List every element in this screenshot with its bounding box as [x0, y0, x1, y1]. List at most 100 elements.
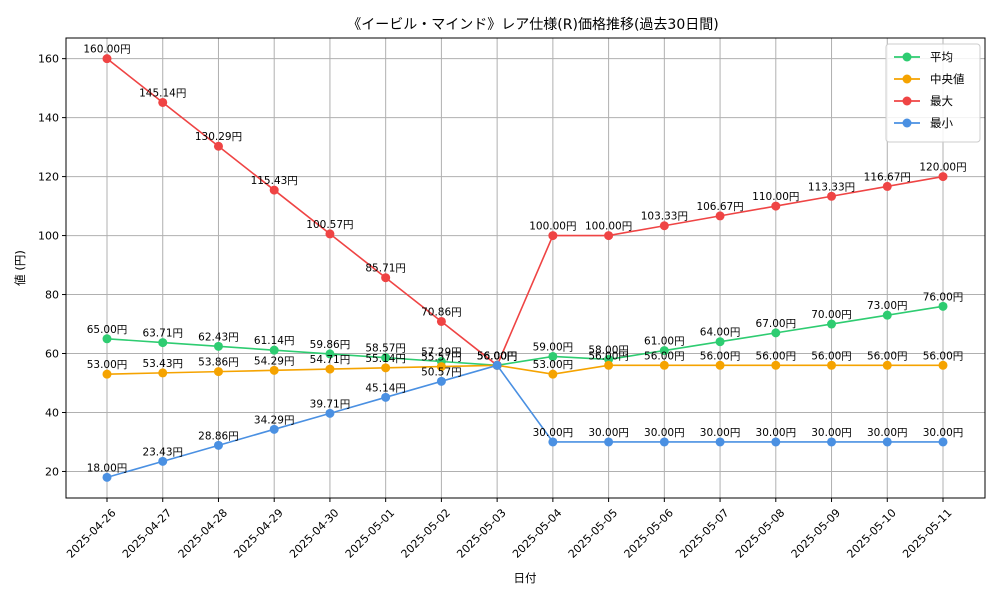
series-1-data-label: 56.00円 — [700, 350, 741, 362]
plot-frame — [65, 37, 986, 499]
series-line-1 — [106, 364, 943, 375]
series-1-data-label: 54.71円 — [310, 354, 351, 366]
series-3-point — [827, 437, 837, 447]
series-1-data-label: 53.86円 — [198, 357, 239, 369]
y-tick-label: 160 — [38, 53, 59, 66]
series-3-data-label: 30.00円 — [923, 427, 964, 439]
series-0-data-label: 70.00円 — [811, 309, 852, 321]
legend-box — [885, 43, 981, 143]
series-1-data-label: 53.00円 — [87, 359, 128, 371]
series-line-2 — [106, 58, 944, 367]
series-2-point — [102, 54, 112, 64]
series-1-point — [604, 360, 614, 370]
series-2-point — [827, 191, 837, 201]
grid — [66, 38, 985, 498]
y-tick-label: 60 — [45, 348, 59, 361]
series-2-data-label: 113.33円 — [808, 181, 855, 193]
series-1-point — [827, 360, 837, 370]
series-1-data-label: 55.14円 — [365, 353, 406, 365]
series-3-point — [325, 408, 335, 418]
x-tick-label: 2025-05-01 — [343, 506, 397, 560]
series-1-point — [102, 369, 112, 379]
series-0-point — [381, 353, 391, 363]
series-0-data-label: 61.00円 — [644, 336, 685, 348]
x-tick-label: 2025-05-02 — [399, 506, 453, 560]
series-3-data-label: 56.00円 — [477, 350, 518, 362]
series-layer — [102, 54, 948, 482]
series-2-point — [436, 316, 446, 326]
series-3-point — [938, 437, 948, 447]
series-2-data-label: 103.33円 — [641, 211, 688, 223]
series-3-data-label: 30.00円 — [867, 427, 908, 439]
x-tick-label: 2025-05-11 — [900, 506, 954, 560]
y-tick-label: 20 — [45, 465, 59, 478]
x-tick-label: 2025-05-06 — [621, 506, 675, 560]
series-3-data-label: 30.00円 — [700, 427, 741, 439]
legend-marker-2 — [902, 96, 912, 106]
series-0-point — [882, 310, 892, 320]
series-0-point — [158, 338, 168, 348]
series-1-point — [882, 360, 892, 370]
series-2-data-label: 120.00円 — [919, 162, 966, 174]
series-1-point — [715, 360, 725, 370]
y-axis-title: 値 (円) — [13, 250, 27, 286]
series-0-point — [213, 341, 223, 351]
y-tick-label: 40 — [45, 406, 59, 419]
series-3-point — [381, 392, 391, 402]
series-3-point — [882, 437, 892, 447]
series-1-data-label: 55.57円 — [421, 352, 462, 364]
x-tick-label: 2025-04-27 — [120, 506, 174, 560]
series-3-point — [604, 437, 614, 447]
series-0-data-label: 61.14円 — [254, 335, 295, 347]
series-0-data-label: 58.00円 — [588, 344, 629, 356]
series-0-point — [938, 301, 948, 311]
series-0-data-label: 67.00円 — [756, 318, 797, 330]
series-2-data-label: 100.00円 — [529, 221, 576, 233]
series-3-point — [269, 424, 279, 434]
series-0-data-label: 57.29円 — [421, 347, 462, 359]
series-1-data-label: 56.00円 — [588, 350, 629, 362]
series-2-data-label: 130.29円 — [195, 131, 242, 143]
series-3-point — [548, 437, 558, 447]
x-tick-label: 2025-05-04 — [510, 506, 564, 560]
series-1-data-label: 56.00円 — [867, 350, 908, 362]
series-2-point — [381, 273, 391, 283]
x-tick-label: 2025-05-10 — [844, 506, 898, 560]
series-1-point — [158, 368, 168, 378]
series-1-data-label: 53.43円 — [142, 358, 183, 370]
legend-marker-3 — [902, 118, 912, 128]
chart-title: 《イービル・マインド》レア仕様(R)価格推移(過去30日間) — [347, 17, 718, 33]
legend-marker-1 — [902, 74, 912, 84]
series-2-data-label: 100.57円 — [306, 219, 353, 231]
data-labels: 65.00円 63.71円 62.43円 61.14円 59.86円 58.57円 57.2… — [83, 44, 966, 475]
series-0-data-label: 64.00円 — [700, 327, 741, 339]
series-0-data-label: 59.86円 — [310, 339, 351, 351]
legend-label-1: 中央値 — [930, 72, 965, 86]
series-2-point — [715, 211, 725, 221]
series-0-data-label: 73.00円 — [867, 300, 908, 312]
series-3-point — [158, 456, 168, 466]
series-2-point — [659, 221, 669, 231]
x-tick-label: 2025-05-07 — [677, 506, 731, 560]
series-2-point — [158, 97, 168, 107]
y-tick-label: 140 — [38, 112, 59, 125]
series-3-data-label: 30.00円 — [756, 427, 797, 439]
series-1-point — [325, 364, 335, 374]
series-2-data-label: 106.67円 — [696, 201, 743, 213]
series-1-point — [436, 362, 446, 372]
x-tick-label: 2025-05-03 — [454, 506, 508, 560]
series-2-point — [882, 181, 892, 191]
series-1-data-label: 56.00円 — [811, 350, 852, 362]
series-0-data-label: 59.00円 — [533, 341, 574, 353]
series-3-data-label: 30.00円 — [811, 427, 852, 439]
series-0-point — [102, 334, 112, 344]
series-2-data-label: 85.71円 — [365, 263, 406, 275]
series-1-data-label: 56.00円 — [923, 350, 964, 362]
series-2-point — [269, 185, 279, 195]
series-2-data-label: 110.00円 — [752, 191, 799, 203]
y-tick-label: 100 — [38, 230, 59, 243]
series-2-point — [548, 231, 558, 241]
series-0-data-label: 58.57円 — [365, 343, 406, 355]
